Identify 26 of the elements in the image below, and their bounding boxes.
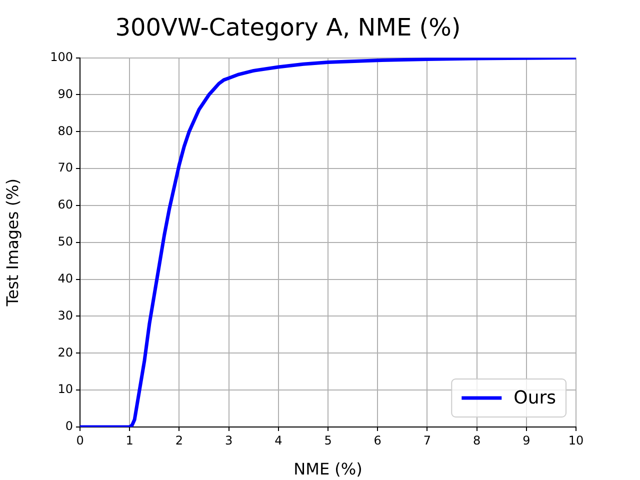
x-tick-label: 5	[324, 433, 332, 448]
x-tick-label: 4	[274, 433, 282, 448]
y-axis-title: Test Images (%)	[2, 178, 22, 308]
y-tick-label: 0	[65, 419, 73, 434]
x-tick-label: 8	[472, 433, 481, 448]
x-tick-label: 2	[175, 433, 184, 448]
y-tick-label: 100	[50, 50, 73, 64]
x-tick-label: 0	[76, 433, 84, 448]
chart-title: 300VW-Category A, NME (%)	[115, 14, 461, 42]
y-tick-label: 40	[58, 271, 73, 286]
y-tick-label: 10	[58, 382, 73, 396]
y-tick-label: 70	[58, 160, 73, 175]
x-tick-label: 3	[224, 433, 233, 448]
x-tick-label: 10	[568, 433, 584, 448]
y-tick-label: 90	[58, 86, 73, 101]
x-tick-label: 9	[522, 433, 530, 448]
y-tick-label: 60	[58, 198, 73, 212]
x-tick-label: 7	[423, 433, 432, 448]
x-axis-title: NME (%)	[294, 460, 362, 479]
y-tick-label: 20	[58, 345, 73, 360]
y-tick-label: 50	[58, 234, 73, 249]
y-tick-label: 80	[58, 124, 73, 138]
y-tick-label: 30	[58, 308, 73, 322]
legend-label: Ours	[514, 388, 556, 409]
x-tick-label: 6	[374, 433, 382, 448]
x-tick-label: 1	[126, 433, 134, 448]
